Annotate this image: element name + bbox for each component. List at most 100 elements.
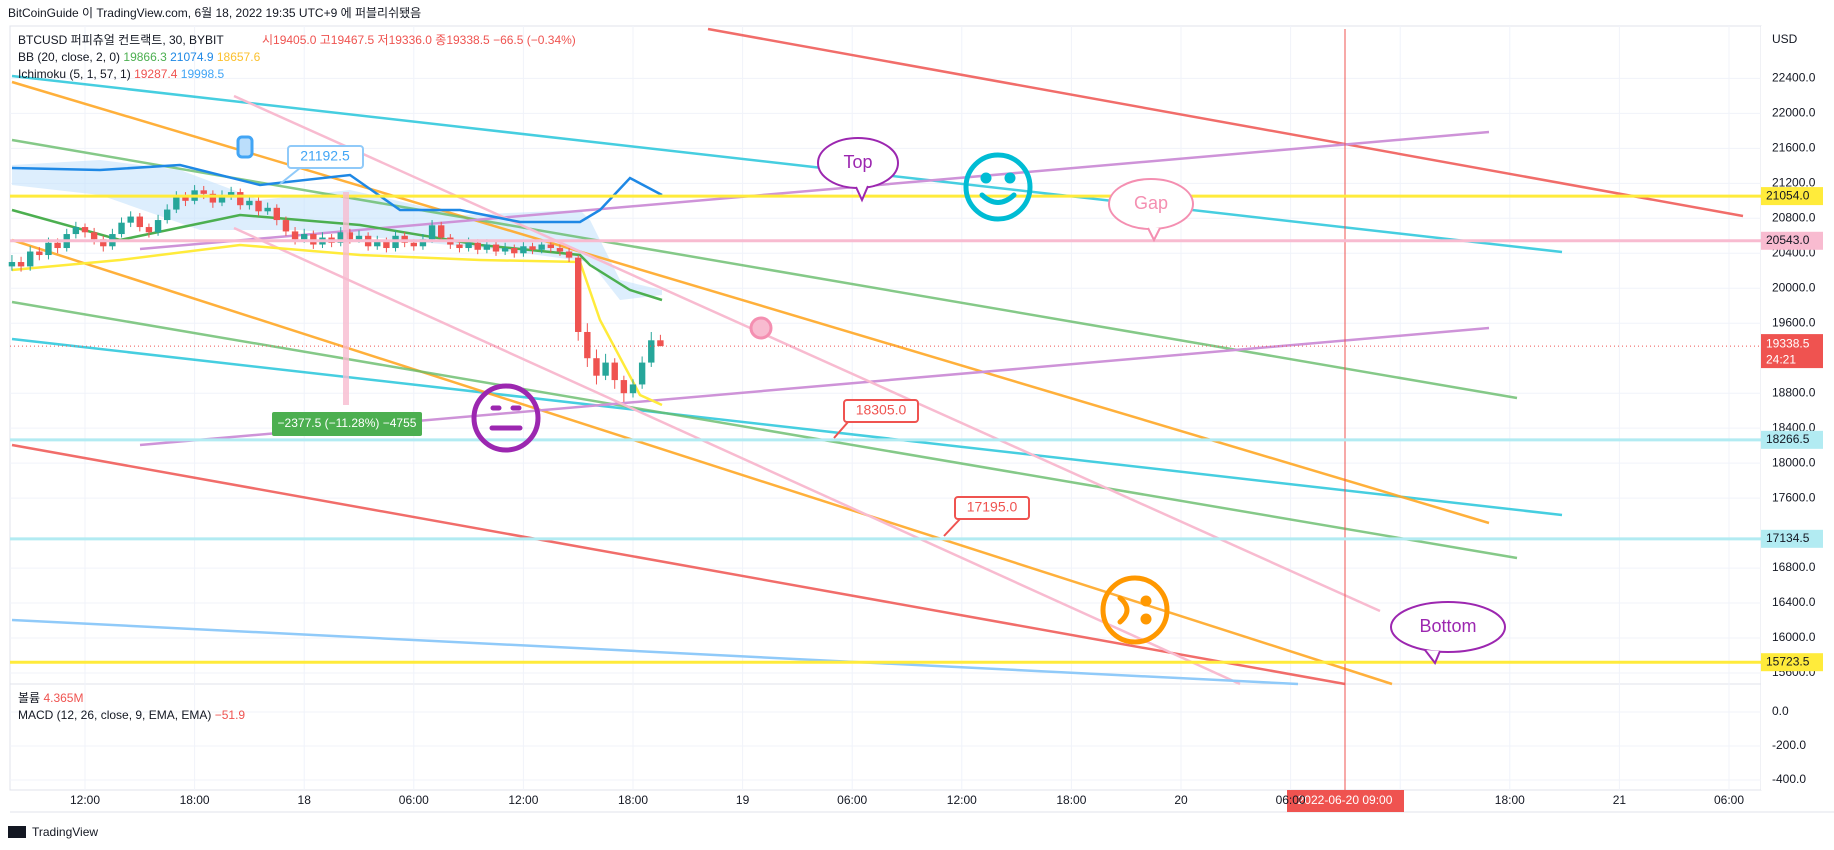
publisher-line: BitCoinGuide 이 TradingView.com, 6월 18, 2… [8, 6, 421, 20]
emojis [236, 135, 1170, 645]
candle-body [72, 227, 80, 235]
price-badge [1761, 529, 1823, 548]
trend-line [11, 618, 1299, 686]
candle-body [538, 244, 545, 250]
price-tick-label: 18800.0 [1772, 385, 1816, 399]
countdown-label: 24:21 [1766, 352, 1796, 366]
bubble-label: Top [843, 152, 872, 172]
time-label: 12:00 [508, 793, 538, 807]
candle-body [81, 227, 89, 233]
time-label: 19 [736, 793, 750, 807]
time-label: 06:00 [1714, 793, 1744, 807]
time-label: 12:00 [947, 793, 977, 807]
price-tick-label: 18400.0 [1772, 420, 1816, 434]
legend-bb: BB (20, close, 2, 0) 19866.3 21074.9 186… [18, 50, 261, 64]
candle-body [501, 248, 509, 252]
last-price-label: 19338.5 [1766, 336, 1810, 350]
candle-body [27, 251, 34, 267]
neutral-emoji [471, 383, 541, 453]
candle-body [428, 225, 436, 240]
legend-symbol: BTCUSD 퍼피츄얼 컨트랙트, 30, BYBIT [18, 33, 224, 47]
candle-body [173, 196, 180, 210]
candle-body [629, 384, 637, 394]
trend-line [233, 94, 1381, 613]
bb-value: 19866.3 [123, 50, 167, 64]
price-tick-label: 17600.0 [1772, 490, 1816, 504]
bubble [1390, 601, 1506, 653]
candle-body [648, 340, 655, 363]
crosshair-time: 2022-06-20 09:00 [1298, 793, 1393, 807]
figure-icon [236, 135, 254, 159]
candle-body [465, 242, 472, 249]
price-badge-label: 20543.0 [1766, 233, 1810, 247]
ohlc: 고19467.5 [320, 33, 375, 47]
legend-ohlc: 시19405.0 고19467.5 저19336.0 종19338.5 −66.… [262, 33, 576, 47]
macd-label: MACD (12, 26, close, 9, EMA, EMA) −51.9 [18, 708, 245, 722]
price-tick-label: 21600.0 [1772, 141, 1816, 155]
candle-body [182, 196, 189, 201]
price-tick-label: 21200.0 [1772, 176, 1816, 190]
candle-body [346, 232, 354, 240]
macd-tick-label: -200.0 [1772, 738, 1806, 752]
time-label: 20 [1174, 793, 1188, 807]
trend-line [11, 74, 1563, 254]
candle-body [374, 241, 381, 247]
candle-body [218, 195, 226, 203]
callout-box [287, 145, 364, 169]
tv-logo [8, 826, 26, 838]
trend-line [707, 27, 1744, 218]
callout-pointer [279, 167, 301, 185]
candle-body [383, 241, 390, 249]
candle-body [355, 235, 363, 240]
trend-line [11, 337, 1563, 517]
overlay [10, 194, 1761, 664]
bubble-label: Bottom [1419, 616, 1476, 636]
trend-line [11, 443, 1346, 686]
price-badge [1761, 231, 1823, 250]
price-tick-label: 20800.0 [1772, 210, 1816, 224]
volume-label: 볼륨 4.365M [18, 691, 83, 705]
bubble-label: Gap [1134, 193, 1168, 213]
price-badge [1761, 187, 1823, 206]
price-badge-label: 15723.5 [1766, 654, 1810, 668]
macd-tick-label: -400.0 [1772, 772, 1806, 786]
callout-pointer [833, 421, 849, 439]
candle-body [301, 234, 308, 240]
time-label: 21 [1613, 793, 1627, 807]
candles [8, 185, 664, 402]
bb-name: BB (20, close, 2, 0) [18, 50, 120, 64]
candle-body [556, 248, 564, 252]
bubble-tail [1424, 649, 1441, 665]
candle-body [100, 239, 107, 247]
trend-line [11, 80, 1490, 525]
currency-label: USD [1772, 32, 1798, 46]
candle-body [54, 242, 61, 249]
candle-body [127, 216, 134, 223]
candle-body [483, 244, 491, 250]
trend-line [11, 138, 1518, 400]
candle-body [520, 246, 527, 254]
ichimoku-line [11, 163, 663, 224]
callout-label: 18305.0 [856, 402, 907, 418]
candle-body [474, 242, 481, 250]
candle-body [611, 362, 618, 381]
candle-body [547, 244, 554, 249]
callout-box [843, 399, 919, 423]
ohlc: 저19336.0 [378, 33, 433, 47]
measure-bar [343, 192, 349, 405]
legend-ichimoku: Ichimoku (5, 1, 57, 1) 19287.4 19998.5 [18, 67, 225, 81]
candle-body [638, 362, 646, 385]
bubble-tail [855, 185, 869, 203]
callout-pointer [943, 518, 961, 537]
candle-body [136, 216, 143, 228]
callout-label: 21192.5 [300, 148, 350, 164]
time-label: 18:00 [180, 793, 210, 807]
measure-box [272, 412, 422, 436]
macd-name: MACD (12, 26, close, 9, EMA, EMA) [18, 708, 211, 722]
candle-body [36, 251, 43, 256]
candle-body [492, 244, 500, 252]
candle-body [246, 200, 253, 206]
candle-body [90, 232, 98, 240]
candle-body [264, 207, 271, 212]
